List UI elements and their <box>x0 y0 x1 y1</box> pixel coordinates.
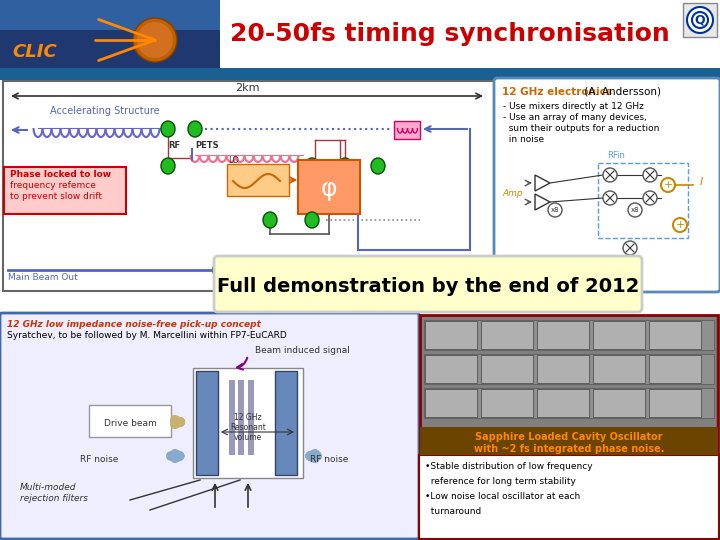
FancyBboxPatch shape <box>425 355 477 383</box>
FancyBboxPatch shape <box>238 380 244 455</box>
Ellipse shape <box>161 121 175 137</box>
Text: Drive beam: Drive beam <box>104 418 156 428</box>
Circle shape <box>628 203 642 217</box>
FancyBboxPatch shape <box>424 388 714 418</box>
FancyBboxPatch shape <box>419 455 719 539</box>
Text: x8: x8 <box>631 207 639 213</box>
FancyBboxPatch shape <box>227 164 289 196</box>
FancyBboxPatch shape <box>420 427 718 455</box>
Text: volume: volume <box>234 433 262 442</box>
Text: LOin: LOin <box>605 261 624 270</box>
FancyBboxPatch shape <box>275 371 297 475</box>
Text: •Stable distribution of low frequency: •Stable distribution of low frequency <box>425 462 593 471</box>
Polygon shape <box>535 175 550 191</box>
Text: RFin: RFin <box>607 151 625 160</box>
FancyBboxPatch shape <box>214 256 642 312</box>
Text: 12 GHz: 12 GHz <box>234 413 262 422</box>
FancyBboxPatch shape <box>593 355 645 383</box>
FancyBboxPatch shape <box>425 389 477 417</box>
FancyBboxPatch shape <box>424 354 714 384</box>
Ellipse shape <box>371 158 385 174</box>
Text: Multi-moded: Multi-moded <box>20 483 76 492</box>
FancyBboxPatch shape <box>0 0 220 68</box>
Text: Phase locked to low: Phase locked to low <box>10 170 111 179</box>
Text: CLIC: CLIC <box>12 43 57 61</box>
Circle shape <box>687 7 713 33</box>
Text: •Low noise local oscillator at each: •Low noise local oscillator at each <box>425 492 580 501</box>
Text: (A. Andersson): (A. Andersson) <box>581 87 661 97</box>
Circle shape <box>133 18 177 62</box>
Text: reference for long term stability: reference for long term stability <box>425 477 576 486</box>
Text: +: + <box>663 180 672 190</box>
Ellipse shape <box>188 121 202 137</box>
FancyBboxPatch shape <box>649 321 701 349</box>
Polygon shape <box>535 194 550 210</box>
Text: - Use mixers directly at 12 GHz: - Use mixers directly at 12 GHz <box>503 102 644 111</box>
Ellipse shape <box>161 158 175 174</box>
FancyBboxPatch shape <box>193 368 303 478</box>
FancyBboxPatch shape <box>494 78 720 292</box>
Text: in noise: in noise <box>503 135 544 144</box>
Text: +: + <box>675 220 685 230</box>
Ellipse shape <box>305 212 319 228</box>
Circle shape <box>137 22 173 58</box>
FancyBboxPatch shape <box>394 121 420 139</box>
Text: 20-50fs timing synchronisation: 20-50fs timing synchronisation <box>230 22 670 46</box>
Text: Amp: Amp <box>502 189 523 198</box>
FancyBboxPatch shape <box>298 160 360 214</box>
Text: Syratchev, to be followed by M. Marcellini within FP7-EuCARD: Syratchev, to be followed by M. Marcelli… <box>7 331 287 340</box>
FancyBboxPatch shape <box>481 321 533 349</box>
Text: to prevent slow drift: to prevent slow drift <box>10 192 102 201</box>
Text: sum their outputs for a reduction: sum their outputs for a reduction <box>503 124 660 133</box>
Text: Beam induced signal: Beam induced signal <box>255 346 350 355</box>
FancyBboxPatch shape <box>0 313 419 539</box>
FancyBboxPatch shape <box>425 321 477 349</box>
Text: frequency refemce: frequency refemce <box>10 181 96 190</box>
Circle shape <box>623 241 637 255</box>
Text: with ~2 fs integrated phase noise.: with ~2 fs integrated phase noise. <box>474 444 665 454</box>
FancyBboxPatch shape <box>229 380 235 455</box>
FancyBboxPatch shape <box>420 315 718 537</box>
Circle shape <box>661 178 675 192</box>
FancyBboxPatch shape <box>0 68 720 80</box>
Text: LO: LO <box>228 156 239 165</box>
Circle shape <box>548 203 562 217</box>
Text: Resonant: Resonant <box>230 423 266 432</box>
Ellipse shape <box>305 158 319 174</box>
FancyBboxPatch shape <box>537 355 589 383</box>
Text: RF noise: RF noise <box>310 455 348 464</box>
FancyBboxPatch shape <box>424 320 714 350</box>
Text: RF: RF <box>168 141 180 150</box>
Text: I: I <box>700 177 703 187</box>
Text: 12 GHz low impedance noise-free pick-up concept: 12 GHz low impedance noise-free pick-up … <box>7 320 261 329</box>
FancyBboxPatch shape <box>683 3 717 37</box>
Ellipse shape <box>338 158 352 174</box>
FancyBboxPatch shape <box>0 30 220 68</box>
FancyBboxPatch shape <box>649 355 701 383</box>
Text: Q: Q <box>695 14 706 26</box>
FancyBboxPatch shape <box>3 81 495 291</box>
Text: rejection filters: rejection filters <box>20 494 88 503</box>
FancyBboxPatch shape <box>481 355 533 383</box>
FancyBboxPatch shape <box>422 317 716 427</box>
Circle shape <box>673 218 687 232</box>
FancyBboxPatch shape <box>248 380 254 455</box>
Circle shape <box>213 261 231 279</box>
Text: turnaround: turnaround <box>425 507 481 516</box>
Text: PETS: PETS <box>195 141 219 150</box>
FancyBboxPatch shape <box>649 389 701 417</box>
FancyBboxPatch shape <box>593 389 645 417</box>
FancyBboxPatch shape <box>481 389 533 417</box>
Text: x8: x8 <box>551 207 559 213</box>
FancyBboxPatch shape <box>0 0 220 45</box>
FancyBboxPatch shape <box>4 167 126 214</box>
Text: Main Beam Out: Main Beam Out <box>8 273 78 282</box>
Circle shape <box>643 191 657 205</box>
Text: 2km: 2km <box>235 83 259 93</box>
Ellipse shape <box>263 212 277 228</box>
Text: 12 GHz electronics: 12 GHz electronics <box>502 87 612 97</box>
Text: Accelerating Structure: Accelerating Structure <box>50 106 160 116</box>
Circle shape <box>603 168 617 182</box>
Text: Full demonstration by the end of 2012: Full demonstration by the end of 2012 <box>217 278 639 296</box>
